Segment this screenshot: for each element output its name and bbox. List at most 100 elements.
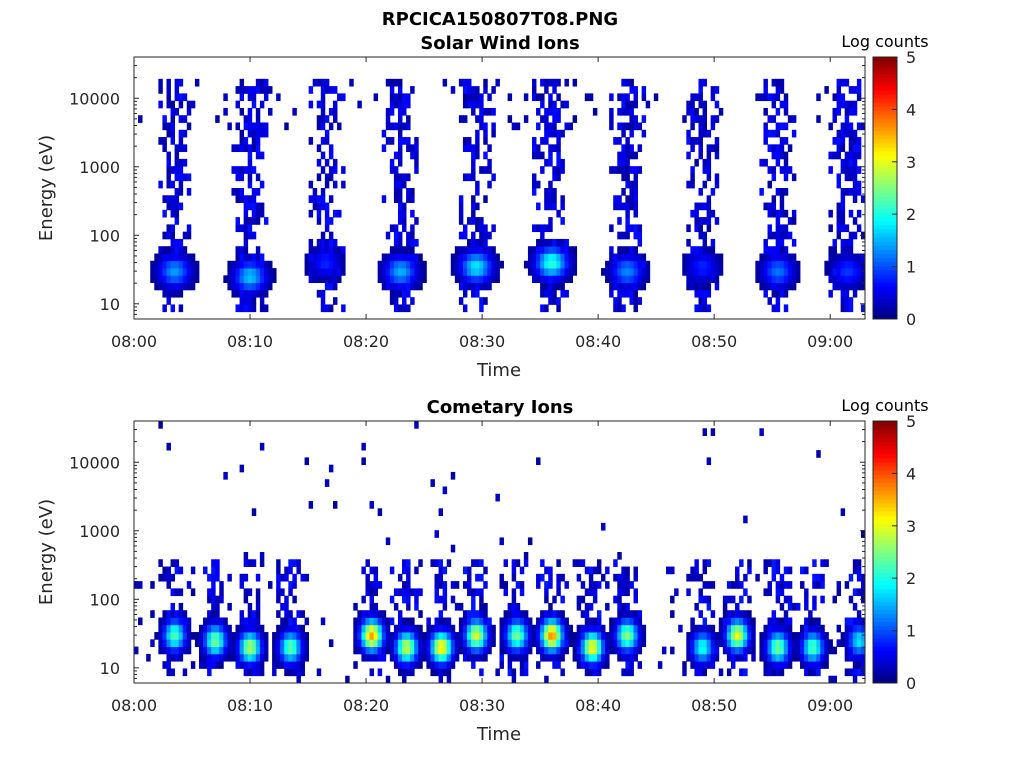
heatmap-cell xyxy=(852,653,858,662)
heatmap-cell xyxy=(414,588,419,597)
heatmap-cell xyxy=(471,231,476,240)
heatmap-cell xyxy=(162,639,167,648)
heatmap-cell xyxy=(629,668,634,677)
heatmap-cell xyxy=(259,304,265,313)
heatmap-cell xyxy=(414,661,419,669)
heatmap-cell xyxy=(511,573,517,582)
heatmap-cell xyxy=(247,115,253,123)
heatmap-cell xyxy=(617,282,622,291)
heatmap-cell xyxy=(641,253,647,262)
heatmap-cell xyxy=(609,115,614,123)
heatmap-cell xyxy=(178,253,184,262)
heatmap-cell xyxy=(698,93,703,102)
heatmap-cell xyxy=(751,617,756,626)
heatmap-cell xyxy=(856,559,862,567)
heatmap-cell xyxy=(601,632,606,640)
heatmap-cell xyxy=(771,115,777,123)
heatmap-cell xyxy=(434,530,439,538)
heatmap-cell xyxy=(617,122,622,131)
heatmap-cell xyxy=(625,661,630,669)
heatmap-cell xyxy=(467,646,472,655)
heatmap-cell xyxy=(255,661,261,669)
heatmap-cell xyxy=(844,253,850,262)
heatmap-cell xyxy=(178,289,184,298)
heatmap-cell xyxy=(637,282,643,291)
heatmap-cell xyxy=(219,661,224,669)
heatmap-cell xyxy=(471,100,476,109)
heatmap-cell xyxy=(292,646,297,655)
heatmap-cell xyxy=(560,653,565,662)
heatmap-cell xyxy=(548,253,553,262)
heatmap-cell xyxy=(235,224,240,233)
heatmap-cell xyxy=(320,151,326,160)
heatmap-cell xyxy=(698,86,703,94)
heatmap-cell xyxy=(162,137,167,145)
heatmap-cell xyxy=(182,144,188,153)
heatmap-cell xyxy=(832,260,837,269)
heatmap-cell xyxy=(706,129,712,138)
heatmap-cell xyxy=(178,646,184,655)
heatmap-cell xyxy=(560,275,565,284)
colorbar-segment xyxy=(873,122,897,128)
heatmap-cell xyxy=(572,639,578,648)
heatmap-cell xyxy=(418,653,423,662)
heatmap-cell xyxy=(840,268,846,276)
heatmap-cell xyxy=(178,588,184,597)
heatmap-cell xyxy=(560,632,565,640)
heatmap-cell xyxy=(251,639,257,648)
heatmap-cell xyxy=(552,173,557,182)
heatmap-cell xyxy=(552,144,557,153)
heatmap-cell xyxy=(227,624,232,633)
heatmap-cell xyxy=(186,253,192,262)
heatmap-cell xyxy=(633,289,638,298)
heatmap-cell xyxy=(609,275,614,284)
heatmap-cell xyxy=(613,624,618,633)
heatmap-cell xyxy=(393,253,399,262)
heatmap-cell xyxy=(625,588,630,597)
heatmap-cell xyxy=(633,100,638,109)
heatmap-cell xyxy=(556,610,561,618)
heatmap-cell xyxy=(292,573,297,582)
heatmap-cell xyxy=(247,304,253,313)
heatmap-cell xyxy=(328,639,334,648)
heatmap-cell xyxy=(414,217,419,225)
heatmap-cell xyxy=(840,166,846,174)
heatmap-cell xyxy=(397,246,403,254)
heatmap-cell xyxy=(320,137,326,145)
heatmap-cell xyxy=(227,282,232,291)
heatmap-cell xyxy=(621,653,626,662)
heatmap-cell xyxy=(166,202,171,211)
colorbar-segment xyxy=(873,576,897,582)
heatmap-cell xyxy=(381,624,387,633)
heatmap-cell xyxy=(434,573,439,582)
heatmap-cell xyxy=(467,173,472,182)
heatmap-cell xyxy=(836,173,842,182)
heatmap-cell xyxy=(365,588,370,597)
heatmap-cell xyxy=(247,224,253,233)
heatmap-cell xyxy=(247,260,253,269)
heatmap-cell xyxy=(402,289,407,298)
heatmap-cell xyxy=(702,238,708,247)
heatmap-cell xyxy=(714,653,720,662)
colorbar-segment xyxy=(873,159,897,164)
heatmap-cell xyxy=(324,224,330,233)
heatmap-cell xyxy=(694,639,699,648)
heatmap-cell xyxy=(804,632,809,640)
heatmap-cell xyxy=(377,610,383,618)
heatmap-cell xyxy=(576,639,582,648)
heatmap-cell xyxy=(475,632,480,640)
heatmap-cell xyxy=(174,566,180,575)
heatmap-cell xyxy=(418,260,423,269)
heatmap-cell xyxy=(332,297,338,305)
heatmap-cell xyxy=(381,646,387,655)
heatmap-cell xyxy=(190,588,196,597)
heatmap-cell xyxy=(540,617,545,626)
heatmap-cell xyxy=(694,632,699,640)
heatmap-cell xyxy=(848,86,854,94)
heatmap-cell xyxy=(698,129,703,138)
heatmap-cell xyxy=(475,282,480,291)
heatmap-cell xyxy=(706,195,712,203)
heatmap-cell xyxy=(251,122,257,131)
heatmap-cell xyxy=(454,275,460,284)
heatmap-cell xyxy=(698,231,703,240)
